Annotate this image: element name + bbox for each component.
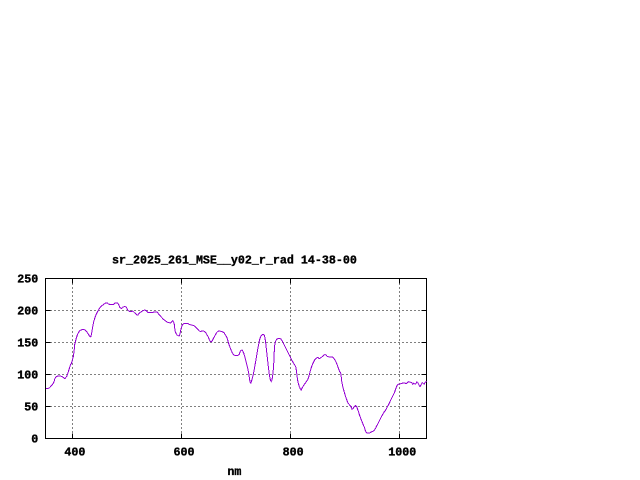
svg-text:nm: nm: [227, 465, 241, 479]
svg-text:50: 50: [24, 401, 38, 415]
svg-text:250: 250: [17, 273, 38, 287]
svg-text:sr_2025_261_MSE__y02_r_rad 14-: sr_2025_261_MSE__y02_r_rad 14-38-00: [112, 254, 357, 268]
svg-text:600: 600: [174, 446, 195, 460]
svg-text:150: 150: [17, 337, 38, 351]
svg-text:800: 800: [283, 446, 304, 460]
svg-text:100: 100: [17, 369, 38, 383]
svg-text:1000: 1000: [388, 446, 416, 460]
svg-text:400: 400: [64, 446, 85, 460]
svg-text:0: 0: [31, 433, 38, 447]
svg-text:200: 200: [17, 305, 38, 319]
